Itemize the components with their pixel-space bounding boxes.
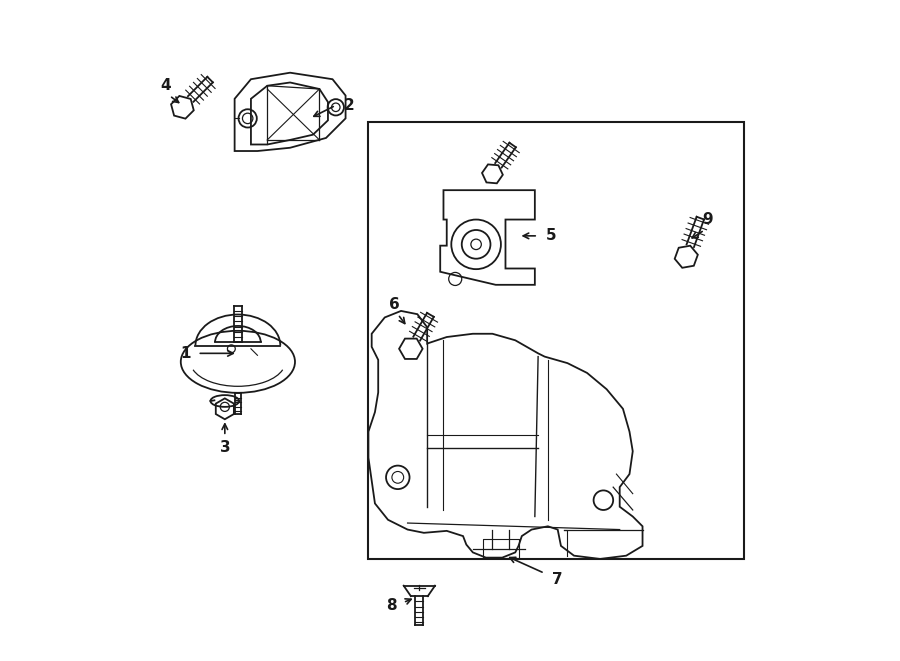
- Text: 1: 1: [180, 346, 191, 361]
- Text: 2: 2: [344, 98, 355, 113]
- Text: 3: 3: [220, 440, 230, 455]
- Text: 5: 5: [546, 228, 556, 243]
- Text: 4: 4: [161, 78, 171, 93]
- Text: 6: 6: [389, 297, 400, 312]
- Text: 8: 8: [386, 598, 397, 613]
- Bar: [368, 122, 743, 559]
- Text: 9: 9: [703, 212, 713, 227]
- Text: 7: 7: [553, 572, 563, 588]
